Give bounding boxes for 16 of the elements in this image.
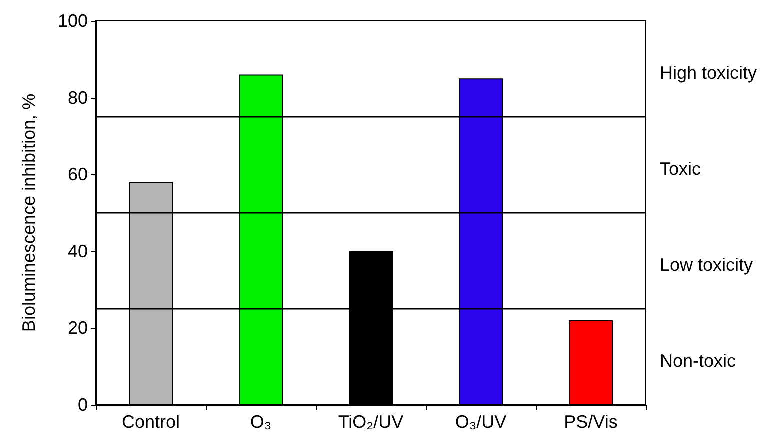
text: Toxic	[660, 158, 702, 179]
x-tick-label: O₃/UV	[455, 412, 507, 432]
text: Non-toxic	[660, 350, 736, 371]
y-tick-label: 0	[78, 395, 88, 415]
x-tick-label: O₃	[250, 412, 272, 432]
text: Low toxicity	[660, 254, 754, 275]
x-tick-label: TiO₂/UV	[338, 412, 404, 432]
text: High toxicity	[660, 62, 758, 83]
x-tick-label: Control	[122, 412, 180, 432]
y-tick-label: 60	[68, 164, 88, 185]
x-tick-label: PS/Vis	[564, 412, 618, 432]
y-tick-label: 40	[68, 241, 88, 262]
y-tick-label: 100	[58, 11, 88, 31]
y-tick-label: 20	[68, 318, 88, 338]
y-axis-title: Bioluminescence inhibition, %	[19, 94, 39, 332]
y-tick-label: 80	[68, 88, 88, 108]
